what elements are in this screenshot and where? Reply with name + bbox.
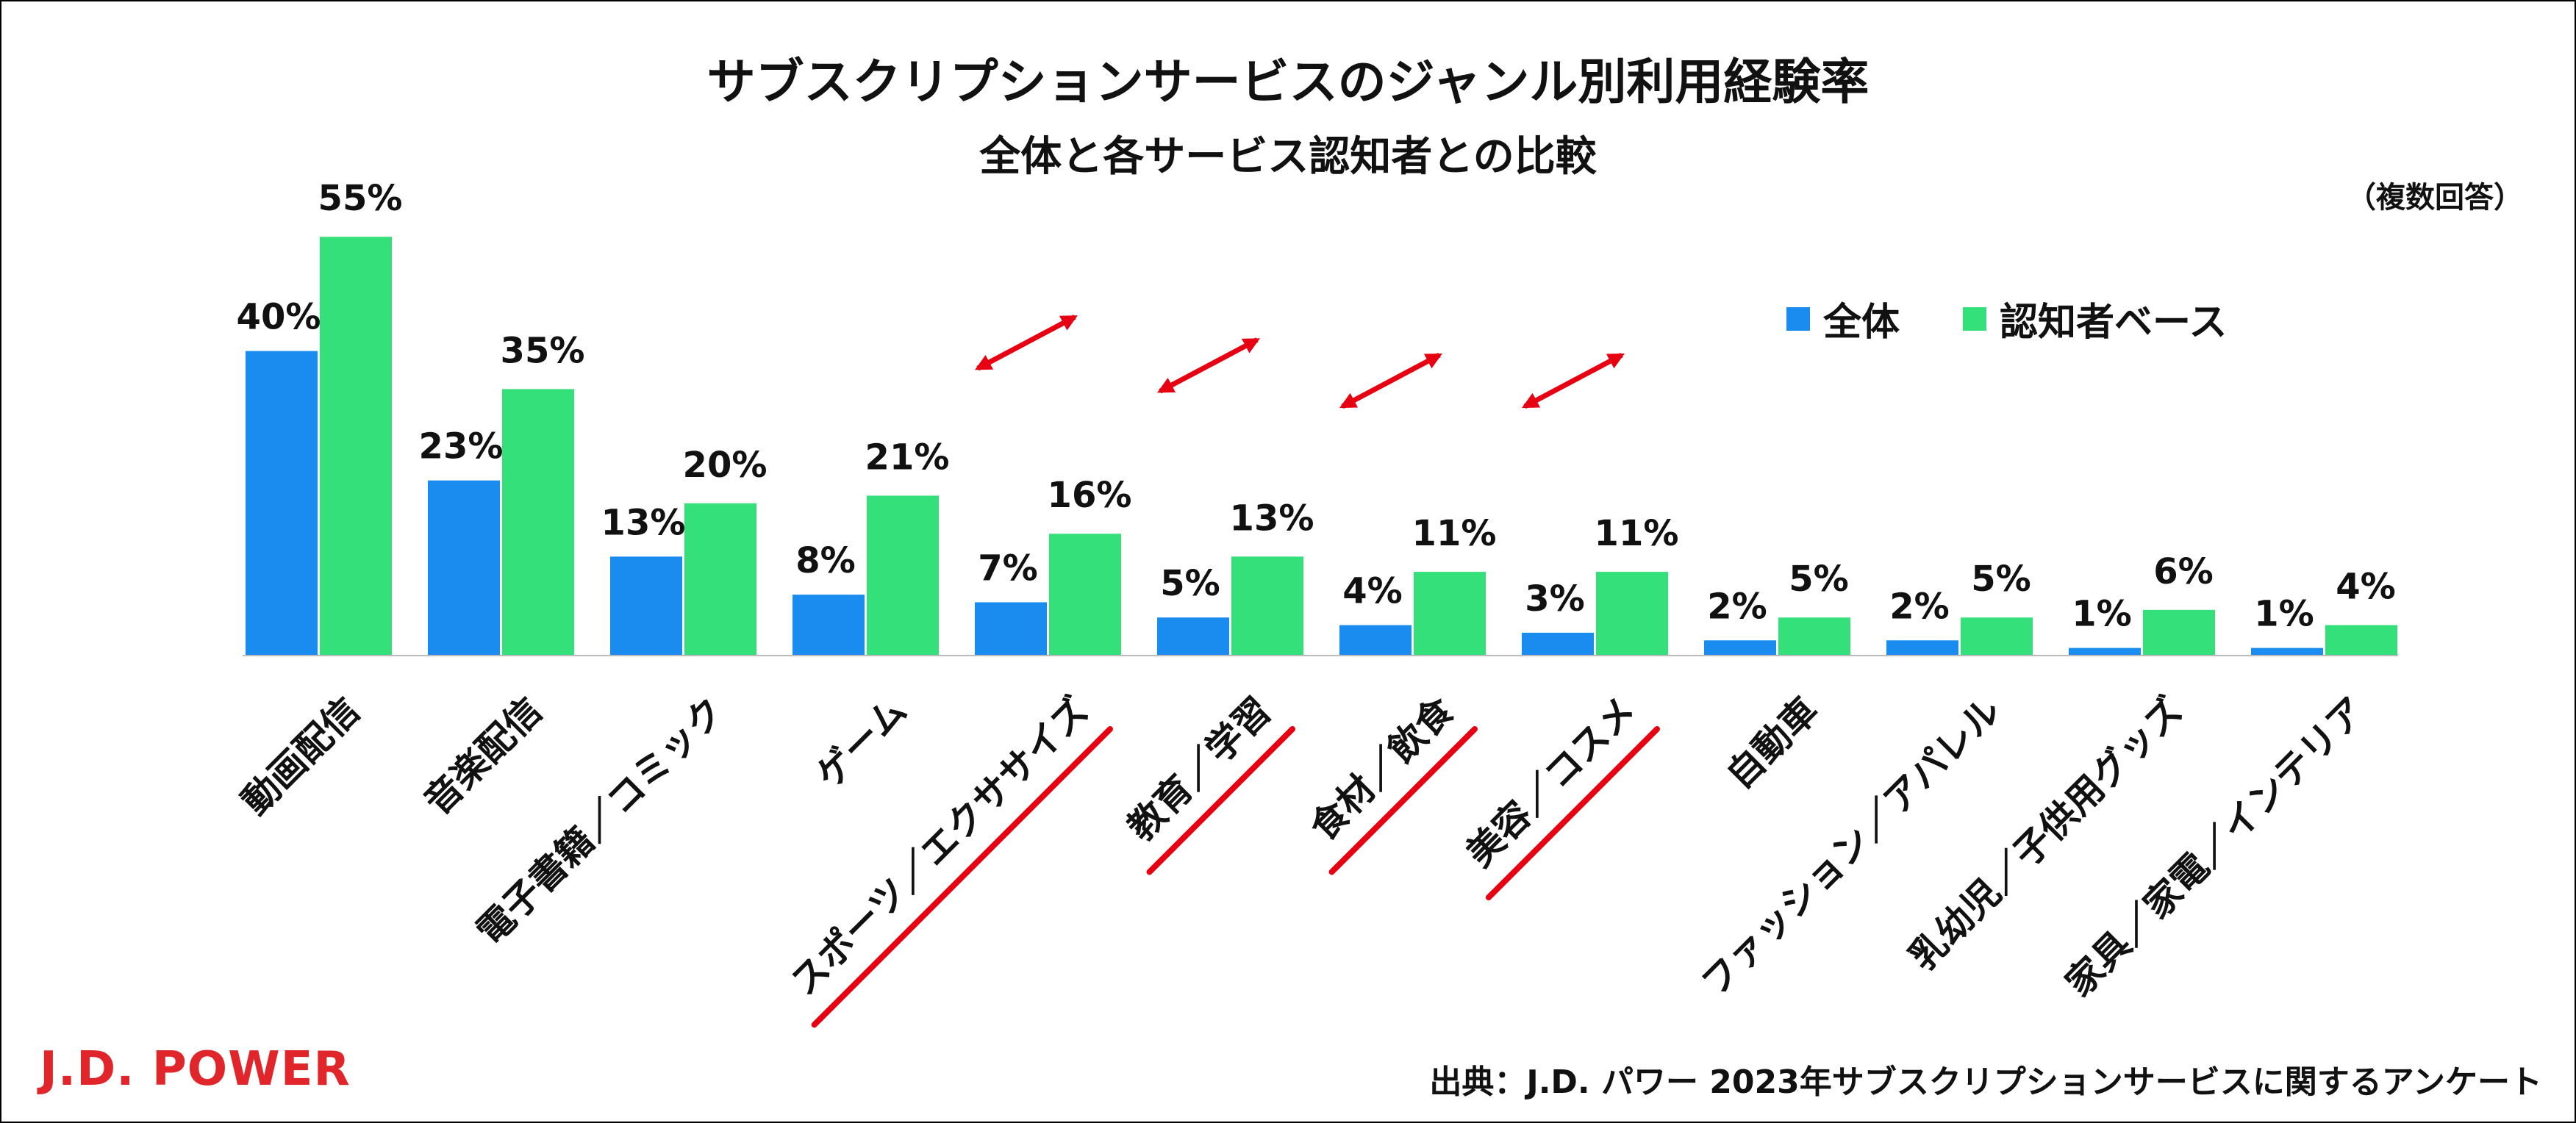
value-label-aware-5: 13% <box>1230 498 1314 539</box>
value-label-overall-11: 1% <box>2254 594 2314 635</box>
value-label-aware-8: 5% <box>1789 559 1849 600</box>
value-label-aware-2: 20% <box>683 445 768 486</box>
bar-overall-10 <box>2069 647 2141 656</box>
bar-overall-1 <box>428 480 500 656</box>
bar-overall-5 <box>1157 617 1229 656</box>
bar-overall-6 <box>1339 625 1412 656</box>
bar-aware-9 <box>1961 617 2033 656</box>
value-label-overall-4: 7% <box>978 548 1038 589</box>
value-label-aware-4: 16% <box>1048 475 1132 516</box>
legend-label-overall: 全体 <box>1823 301 1900 345</box>
bar-aware-1 <box>502 389 574 656</box>
category-label-9: ファッション／アパレル <box>1693 689 2008 1004</box>
gap-arrow-5 <box>1157 337 1260 394</box>
value-label-aware-3: 21% <box>865 437 950 478</box>
jdpower-logo: J.D. POWER <box>40 1042 351 1097</box>
source-note: 出典：J.D. パワー 2023年サブスクリプションサービスに関するアンケート <box>1429 1063 2542 1101</box>
value-label-overall-10: 1% <box>2072 594 2132 635</box>
chart-title: サブスクリプションサービスのジャンル別利用経験率 <box>706 54 1870 110</box>
bar-aware-7 <box>1596 572 1668 656</box>
category-label-0: 動画配信 <box>234 689 368 822</box>
legend-label-aware: 認知者ベース <box>2000 301 2228 345</box>
category-label-8: 自動車 <box>1718 689 1826 797</box>
bar-aware-0 <box>320 237 392 656</box>
bar-overall-9 <box>1886 640 1958 656</box>
gap-arrow-7 <box>1522 352 1625 409</box>
note-multiple-answers: （複数回答） <box>2347 181 2523 215</box>
legend: 全体 認知者ベース <box>1786 291 2290 346</box>
highlight-underline-6 <box>1328 726 1478 875</box>
bar-overall-7 <box>1522 632 1594 656</box>
gap-arrow-6 <box>1339 352 1442 409</box>
bar-overall-3 <box>793 595 865 656</box>
bar-aware-2 <box>684 503 756 656</box>
legend-item-aware: 認知者ベース <box>1963 291 2227 346</box>
bar-aware-11 <box>2325 625 2397 656</box>
value-label-overall-3: 8% <box>795 540 856 581</box>
value-label-aware-7: 11% <box>1595 513 1679 554</box>
legend-swatch-overall <box>1786 306 1810 331</box>
gap-arrow-4 <box>975 315 1078 371</box>
highlight-underline-7 <box>1485 726 1660 901</box>
bar-overall-11 <box>2251 647 2323 656</box>
bar-aware-8 <box>1778 617 1850 656</box>
bar-aware-3 <box>867 495 939 656</box>
legend-swatch-aware <box>1963 306 1987 331</box>
chart-subtitle: 全体と各サービス認知者との比較 <box>979 133 1597 181</box>
bar-aware-5 <box>1231 556 1303 656</box>
value-label-aware-6: 11% <box>1412 513 1497 554</box>
bar-aware-6 <box>1414 572 1486 656</box>
value-label-overall-6: 4% <box>1342 571 1403 612</box>
value-label-overall-7: 3% <box>1525 578 1585 620</box>
value-label-aware-0: 55% <box>318 178 403 219</box>
value-label-overall-5: 5% <box>1160 563 1220 604</box>
category-label-7: 美容／コスメ <box>1458 689 1644 875</box>
value-label-aware-11: 4% <box>2336 567 2396 608</box>
bar-overall-8 <box>1704 640 1776 656</box>
highlight-underline-4 <box>811 726 1113 1028</box>
category-label-4: スポーツ／エクササイズ <box>782 689 1097 1003</box>
value-label-overall-9: 2% <box>1889 586 1950 627</box>
value-label-aware-10: 6% <box>2153 551 2214 592</box>
highlight-underline-5 <box>1146 726 1295 875</box>
bar-overall-2 <box>610 556 682 656</box>
category-label-3: ゲーム <box>807 689 915 796</box>
value-label-aware-1: 35% <box>501 330 585 371</box>
value-label-overall-8: 2% <box>1707 586 1767 627</box>
bar-aware-4 <box>1049 534 1121 656</box>
value-label-overall-1: 23% <box>419 426 504 467</box>
value-label-overall-2: 13% <box>601 502 686 543</box>
bar-aware-10 <box>2143 609 2215 656</box>
bar-overall-4 <box>975 602 1047 656</box>
bar-overall-0 <box>246 351 318 656</box>
value-label-overall-0: 40% <box>237 297 321 338</box>
category-label-1: 音楽配信 <box>416 689 550 822</box>
value-label-aware-9: 5% <box>1971 559 2031 600</box>
legend-item-overall: 全体 <box>1786 291 1900 346</box>
category-label-11: 家具／家電／インテリア <box>2058 689 2374 1005</box>
